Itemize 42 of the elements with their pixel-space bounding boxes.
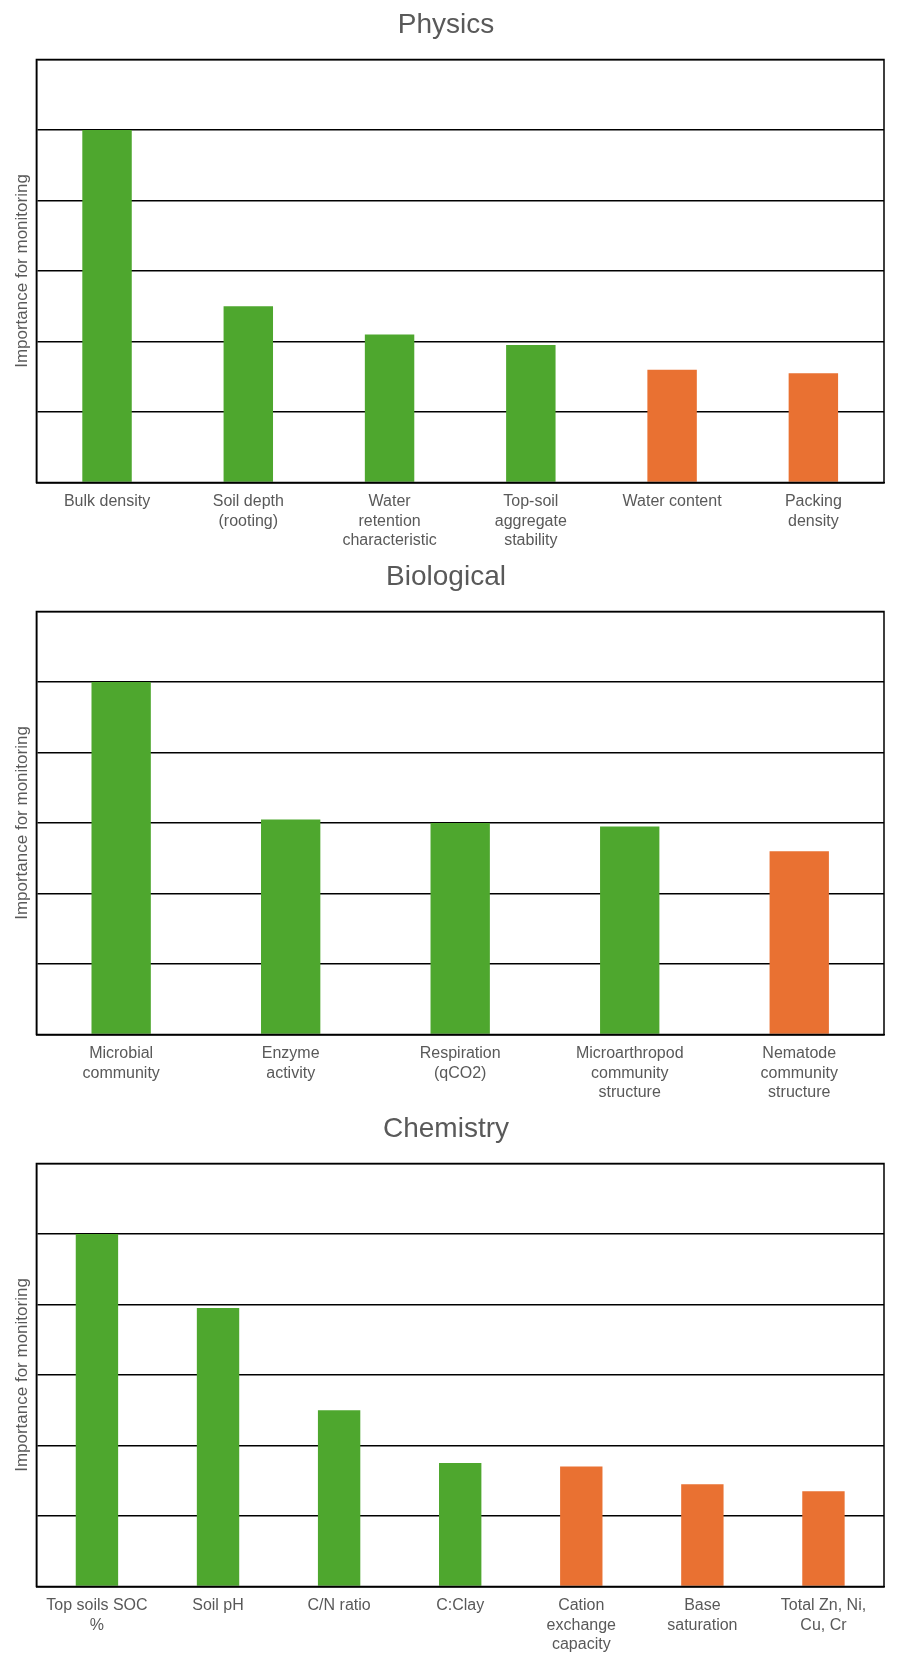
x-tick-label: Cation exchange capacity: [546, 1596, 617, 1652]
bar: [196, 1308, 240, 1586]
x-tick-label: Respiration (qCO2): [419, 1044, 501, 1081]
x-tick-label: Water retention characteristic: [342, 492, 437, 548]
bar: [364, 334, 415, 482]
bar: [802, 1491, 845, 1586]
y-axis-title: Importance for monitoring: [11, 726, 31, 920]
x-tick-label: C/N ratio: [307, 1596, 371, 1614]
chart-title: Chemistry: [382, 1111, 510, 1143]
x-tick-label: Total Zn, Ni, Cu, Cr: [780, 1596, 867, 1633]
bar: [506, 344, 556, 482]
bar: [317, 1410, 361, 1586]
chart-title: Physics: [397, 7, 495, 39]
x-tick-label: Microarthropod community structure: [575, 1044, 684, 1100]
x-tick-label: Microbial community: [82, 1044, 160, 1081]
bar: [439, 1463, 482, 1586]
x-tick-label: Top-soil aggregate stability: [494, 492, 567, 548]
chart-title: Biological: [386, 559, 506, 591]
x-tick-label: Nematode community structure: [760, 1044, 838, 1100]
x-tick-label: Water content: [622, 492, 723, 510]
bar: [769, 851, 829, 1034]
y-axis-title: Importance for monitoring: [11, 174, 31, 368]
x-tick-label: C:Clay: [436, 1596, 485, 1614]
x-tick-label: Bulk density: [63, 492, 151, 510]
bar: [82, 130, 132, 482]
bar: [430, 823, 490, 1034]
x-tick-label: Soil depth (rooting): [212, 492, 284, 529]
x-tick-label: Soil pH: [192, 1596, 244, 1614]
bar: [223, 306, 274, 482]
x-tick-label: Top soils SOC %: [46, 1596, 148, 1633]
x-tick-label: Packing density: [784, 492, 842, 529]
bar: [647, 369, 697, 482]
x-tick-label: Base saturation: [667, 1596, 738, 1633]
bar: [600, 826, 660, 1034]
x-tick-label: Enzyme activity: [261, 1044, 320, 1081]
bar: [788, 373, 839, 482]
bar: [560, 1466, 603, 1586]
bar: [261, 819, 321, 1034]
bar: [681, 1484, 724, 1586]
y-axis-title: Importance for monitoring: [11, 1278, 31, 1472]
bar: [91, 682, 151, 1034]
bar: [75, 1234, 119, 1586]
